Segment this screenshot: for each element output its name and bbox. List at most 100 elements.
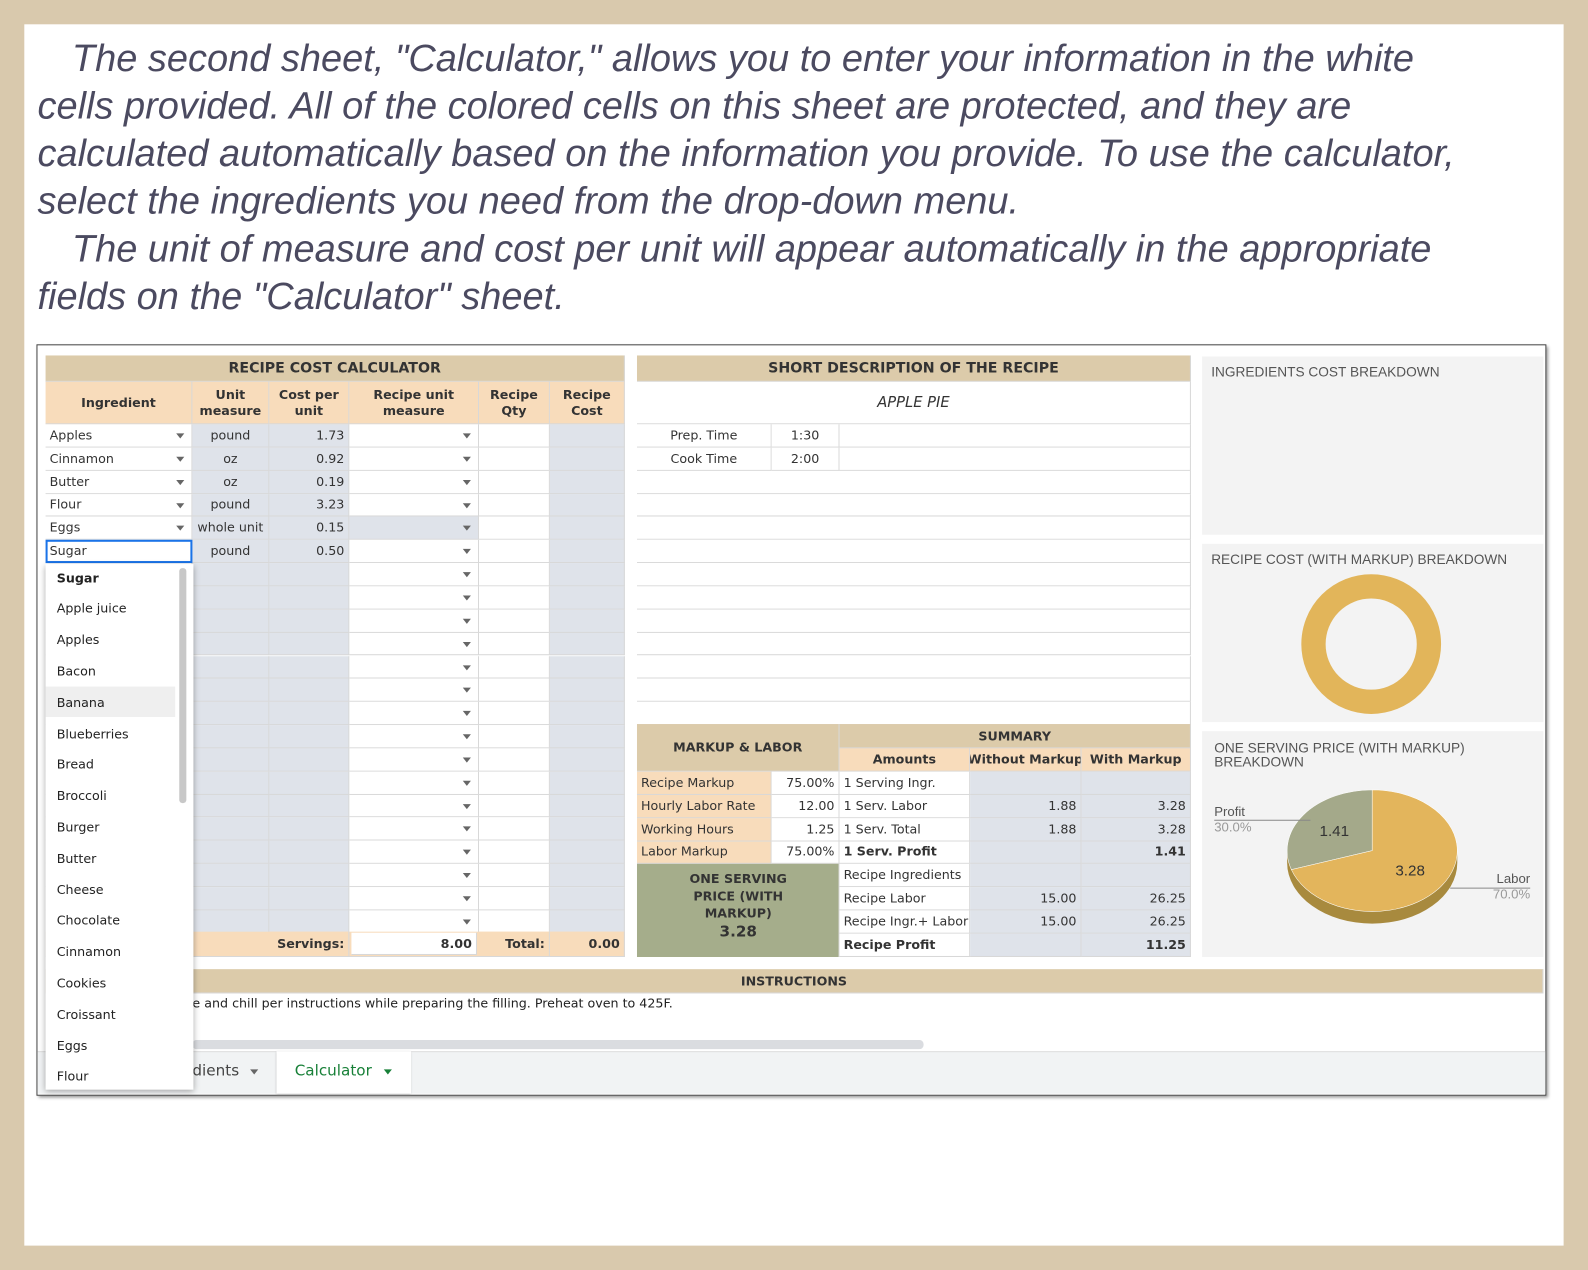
cell[interactable]: [479, 863, 550, 888]
dropdown-item[interactable]: Bacon: [56, 663, 96, 679]
cell[interactable]: [349, 910, 480, 934]
cell[interactable]: [636, 493, 1191, 517]
cell[interactable]: [479, 771, 550, 795]
cell: [549, 563, 625, 587]
cell[interactable]: [349, 655, 480, 679]
summary-with: 1.41: [1081, 841, 1191, 865]
cell[interactable]: [479, 516, 550, 541]
summary-without: [970, 864, 1082, 888]
cell[interactable]: [636, 470, 1191, 494]
dropdown-item[interactable]: Burger: [56, 819, 100, 835]
cell: [192, 910, 270, 934]
cell[interactable]: [479, 609, 550, 633]
dropdown-item[interactable]: Croissant: [56, 1006, 116, 1022]
cell[interactable]: [636, 516, 1191, 541]
dropdown-item[interactable]: Sugar: [56, 569, 99, 585]
cell[interactable]: [349, 678, 480, 702]
markup-value[interactable]: 75.00%: [771, 841, 840, 865]
cell[interactable]: [479, 910, 550, 934]
dropdown-item[interactable]: Broccoli: [56, 787, 107, 804]
cell[interactable]: [839, 424, 1191, 448]
cell[interactable]: [479, 701, 550, 726]
cell[interactable]: [349, 701, 480, 726]
dropdown-item[interactable]: Cookies: [56, 975, 107, 991]
dropdown-arrow: [462, 896, 471, 902]
cell[interactable]: [636, 586, 1191, 610]
cell[interactable]: [479, 563, 550, 587]
cell[interactable]: [349, 817, 480, 841]
servings-value[interactable]: 8.00: [351, 932, 477, 955]
cell[interactable]: [349, 609, 480, 633]
cell[interactable]: [349, 632, 480, 656]
dropdown-arrow: [462, 849, 471, 856]
cell[interactable]: [479, 447, 550, 471]
cell[interactable]: [349, 470, 480, 494]
dropdown-item[interactable]: Banana: [45, 686, 176, 718]
time-value[interactable]: 2:00: [771, 447, 840, 471]
cell[interactable]: [636, 632, 1191, 656]
ingredient-cell[interactable]: Butter: [45, 470, 193, 494]
dropdown-item[interactable]: Eggs: [56, 1037, 88, 1053]
dropdown-menu[interactable]: Sugar Apple juice Apples Bacon Banana Blueber…: [45, 564, 194, 1090]
cell[interactable]: [349, 725, 480, 749]
cell[interactable]: [479, 840, 550, 864]
cell[interactable]: [349, 863, 480, 888]
dropdown-item[interactable]: Butter: [56, 850, 97, 866]
cell[interactable]: [479, 586, 550, 610]
cell[interactable]: [479, 817, 550, 841]
cell[interactable]: [479, 632, 550, 656]
cell: [269, 563, 350, 587]
cell[interactable]: [479, 424, 550, 448]
time-value[interactable]: 1:30: [771, 424, 840, 448]
markup-value[interactable]: 12.00: [771, 794, 840, 818]
cell[interactable]: [479, 748, 550, 772]
chart-box: RECIPE COST (WITH MARKUP) BREAKDOWN: [1202, 543, 1544, 723]
ingredient-cell[interactable]: Cinnamon: [45, 447, 193, 471]
cell[interactable]: [349, 794, 480, 818]
cell[interactable]: [479, 655, 550, 679]
ingredient-cell[interactable]: Flour: [45, 493, 193, 517]
dropdown-item[interactable]: Apple juice: [56, 600, 127, 617]
cell[interactable]: [349, 493, 480, 517]
ingredient-cell[interactable]: Eggs: [45, 516, 193, 541]
cell[interactable]: [349, 447, 480, 471]
cell[interactable]: [636, 678, 1191, 702]
cell[interactable]: [479, 470, 550, 494]
dropdown-item[interactable]: Bread: [56, 756, 94, 772]
dropdown-item[interactable]: Apples: [56, 632, 100, 648]
dropdown-arrow: [176, 525, 185, 532]
cell[interactable]: [349, 540, 480, 564]
cell[interactable]: [636, 563, 1191, 587]
cell[interactable]: [636, 540, 1191, 564]
cell[interactable]: [479, 887, 550, 911]
cell[interactable]: [349, 586, 480, 610]
dropdown-item[interactable]: Chocolate: [56, 912, 121, 928]
tab[interactable]: Calculator: [294, 1061, 372, 1080]
tab[interactable]: dients: [192, 1061, 240, 1080]
cell[interactable]: [479, 493, 550, 517]
dropdown-item[interactable]: Blueberries: [56, 725, 129, 741]
markup-value[interactable]: 1.25: [771, 817, 840, 842]
dropdown-item[interactable]: Flour: [56, 1068, 89, 1084]
ingredient-cell[interactable]: Apples: [45, 424, 193, 448]
tab-bar: [37, 1051, 1546, 1094]
cell[interactable]: [349, 840, 480, 864]
cell[interactable]: [349, 424, 480, 448]
cell[interactable]: [636, 701, 1191, 726]
cell[interactable]: [839, 447, 1191, 471]
dropdown-item[interactable]: Cheese: [56, 881, 104, 897]
cell[interactable]: [479, 725, 550, 749]
cell[interactable]: [349, 563, 480, 587]
cell[interactable]: [349, 887, 480, 911]
cell: [549, 493, 625, 517]
cell[interactable]: [636, 609, 1191, 633]
cell[interactable]: [636, 655, 1191, 679]
cell[interactable]: [479, 678, 550, 702]
dropdown-item[interactable]: Cinnamon: [56, 943, 121, 960]
markup-value[interactable]: 75.00%: [771, 771, 840, 795]
cell[interactable]: [349, 771, 480, 795]
cell[interactable]: [479, 794, 550, 818]
cell[interactable]: [349, 748, 480, 772]
cell[interactable]: [479, 540, 550, 564]
cell[interactable]: [349, 516, 480, 541]
